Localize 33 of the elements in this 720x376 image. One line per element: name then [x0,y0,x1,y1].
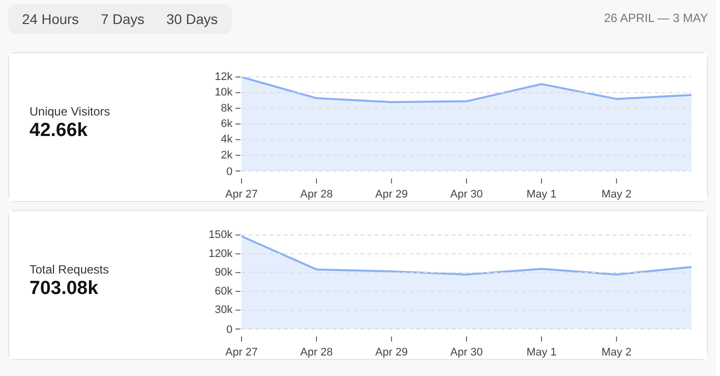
y-tick-label: 0 [226,166,233,178]
x-tick-label: May 1 [526,346,556,358]
x-tick-label: Apr 30 [450,188,483,200]
y-tick-label: 120k [208,248,233,260]
text: 26 APRIL — 3 MAY [604,10,708,28]
x-tick-label: Apr 27 [225,346,258,358]
y-tick-label: 10k [214,86,233,99]
text: 7 Days [100,10,146,29]
y-tick-label: 12k [214,71,233,84]
text: 24 Hours [21,10,80,29]
x-tick-label: May 1 [526,188,556,200]
y-tick-label: 4k [220,134,233,146]
x-tick-label: May 2 [602,346,632,358]
text: Total Requests [30,262,109,276]
y-tick-label: 2k [220,149,233,162]
text: Unique Visitors [30,104,110,118]
text: 30 Days [165,10,219,29]
text: 703.08k [30,278,99,299]
x-tick-label: Apr 29 [375,188,408,200]
x-tick-label: Apr 29 [375,346,408,358]
y-tick-label: 30k [214,304,233,316]
y-tick-label: 6k [220,118,233,130]
y-tick-label: 60k [214,285,233,298]
x-tick-label: Apr 28 [300,188,333,200]
x-tick-label: Apr 27 [225,188,258,200]
x-tick-label: Apr 28 [300,346,333,358]
x-tick-label: May 2 [602,188,632,200]
y-tick-label: 90k [214,266,233,279]
text: 42.66k [30,120,88,141]
y-tick-label: 0 [226,324,233,336]
x-tick-label: Apr 30 [450,346,483,358]
y-tick-label: 150k [208,229,233,242]
y-tick-label: 8k [220,102,233,114]
